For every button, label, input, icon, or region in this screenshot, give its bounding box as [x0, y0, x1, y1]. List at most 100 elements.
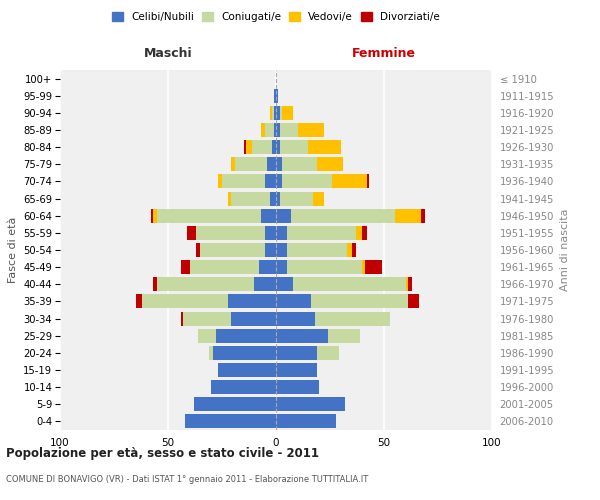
Bar — [252, 140, 272, 154]
Bar — [209, 346, 214, 360]
Bar — [142, 294, 229, 308]
Bar — [308, 140, 341, 154]
Bar — [291, 208, 395, 222]
Bar — [293, 278, 406, 291]
Bar — [328, 328, 360, 342]
Y-axis label: Fasce di età: Fasce di età — [8, 217, 17, 283]
Bar — [246, 140, 252, 154]
Bar — [276, 414, 337, 428]
Bar — [280, 140, 308, 154]
Bar — [215, 328, 276, 342]
Bar — [406, 278, 408, 291]
Legend: Celibi/Nubili, Coniugati/e, Vedovi/e, Divorziati/e: Celibi/Nubili, Coniugati/e, Vedovi/e, Di… — [110, 10, 442, 24]
Bar — [421, 208, 425, 222]
Bar — [276, 328, 328, 342]
Bar — [196, 243, 200, 257]
Text: Popolazione per età, sesso e stato civile - 2011: Popolazione per età, sesso e stato civil… — [6, 448, 319, 460]
Bar — [283, 158, 317, 172]
Bar — [153, 278, 157, 291]
Bar — [259, 260, 276, 274]
Bar — [365, 260, 382, 274]
Bar — [274, 123, 276, 137]
Bar — [151, 208, 153, 222]
Bar — [367, 174, 369, 188]
Bar — [265, 226, 276, 240]
Bar — [287, 260, 362, 274]
Bar — [332, 174, 367, 188]
Bar — [352, 243, 356, 257]
Bar — [362, 260, 365, 274]
Bar — [283, 174, 332, 188]
Bar — [276, 278, 293, 291]
Bar — [313, 192, 323, 205]
Bar — [287, 243, 347, 257]
Bar — [311, 294, 408, 308]
Bar — [317, 346, 338, 360]
Bar — [276, 398, 345, 411]
Bar — [230, 192, 269, 205]
Text: COMUNE DI BONAVIGO (VR) - Dati ISTAT 1° gennaio 2011 - Elaborazione TUTTITALIA.I: COMUNE DI BONAVIGO (VR) - Dati ISTAT 1° … — [6, 476, 368, 484]
Bar — [276, 294, 311, 308]
Bar — [347, 243, 352, 257]
Bar — [230, 158, 235, 172]
Bar — [190, 260, 259, 274]
Bar — [214, 346, 276, 360]
Bar — [276, 140, 280, 154]
Bar — [276, 192, 280, 205]
Bar — [183, 312, 230, 326]
Bar — [276, 346, 317, 360]
Bar — [269, 192, 276, 205]
Bar — [276, 243, 287, 257]
Bar — [395, 208, 421, 222]
Bar — [229, 294, 276, 308]
Bar — [187, 226, 196, 240]
Bar — [222, 174, 265, 188]
Bar — [356, 226, 362, 240]
Bar — [265, 174, 276, 188]
Bar — [218, 363, 276, 377]
Bar — [136, 294, 142, 308]
Bar — [276, 260, 287, 274]
Bar — [254, 278, 276, 291]
Bar — [244, 140, 246, 154]
Bar — [211, 380, 276, 394]
Bar — [272, 106, 274, 120]
Bar — [269, 106, 272, 120]
Bar — [298, 123, 323, 137]
Bar — [408, 294, 419, 308]
Bar — [230, 312, 276, 326]
Bar — [181, 260, 190, 274]
Bar — [261, 208, 276, 222]
Bar — [274, 88, 276, 102]
Y-axis label: Anni di nascita: Anni di nascita — [560, 209, 570, 291]
Bar — [196, 226, 265, 240]
Bar — [280, 123, 298, 137]
Bar — [276, 363, 317, 377]
Bar — [218, 174, 222, 188]
Bar — [276, 106, 280, 120]
Bar — [157, 278, 254, 291]
Bar — [268, 158, 276, 172]
Bar — [185, 414, 276, 428]
Bar — [157, 208, 261, 222]
Bar — [181, 312, 183, 326]
Bar — [408, 278, 412, 291]
Bar — [287, 226, 356, 240]
Bar — [315, 312, 391, 326]
Text: Maschi: Maschi — [143, 46, 193, 60]
Bar — [283, 106, 293, 120]
Bar — [276, 158, 283, 172]
Bar — [229, 192, 230, 205]
Bar — [261, 123, 265, 137]
Bar — [200, 243, 265, 257]
Bar — [153, 208, 157, 222]
Bar — [362, 226, 367, 240]
Bar — [280, 106, 283, 120]
Bar — [265, 243, 276, 257]
Bar — [272, 140, 276, 154]
Bar — [274, 106, 276, 120]
Bar — [235, 158, 268, 172]
Bar — [276, 380, 319, 394]
Bar — [280, 192, 313, 205]
Bar — [317, 158, 343, 172]
